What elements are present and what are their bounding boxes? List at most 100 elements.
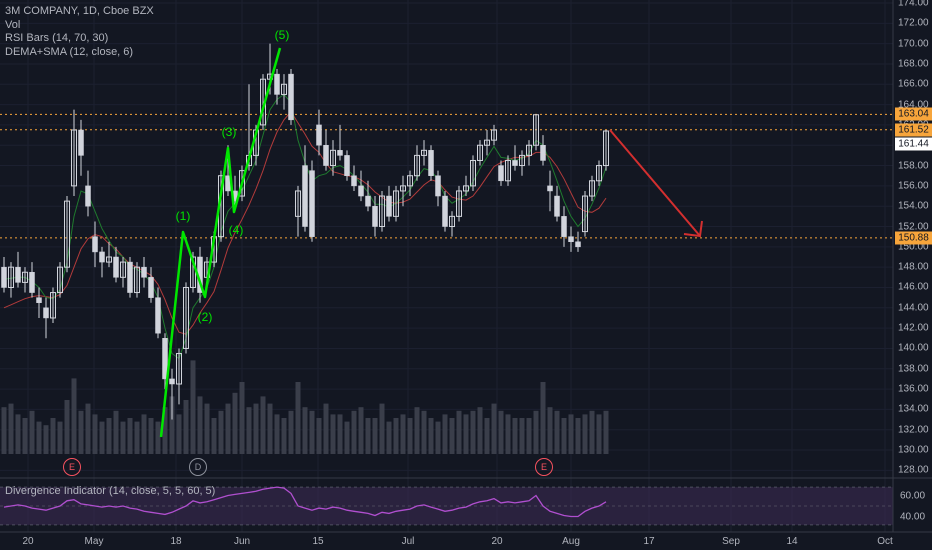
volume-bar: [344, 421, 350, 454]
candle-body: [183, 286, 189, 349]
divergence-indicator-title[interactable]: Divergence Indicator (14, close, 5, 5, 6…: [5, 485, 216, 497]
volume-bar: [15, 414, 21, 454]
volume-bar: [463, 414, 469, 454]
candle-body: [435, 175, 441, 197]
candle-body: [57, 266, 63, 294]
price-tag[interactable]: 161.52: [895, 123, 932, 137]
volume-bar: [239, 382, 245, 454]
event-marker-earnings[interactable]: E: [535, 458, 553, 476]
volume-bar: [477, 407, 483, 454]
volume-bar: [267, 403, 273, 454]
event-marker-earnings[interactable]: E: [63, 458, 81, 476]
candle-body: [582, 195, 588, 233]
price-tag[interactable]: 161.44: [895, 137, 932, 151]
dema-sma-indicator-label[interactable]: DEMA+SMA (12, close, 6): [5, 45, 134, 58]
volume-bar: [519, 418, 525, 454]
candle-body: [36, 297, 42, 303]
volume-bar: [554, 410, 560, 454]
candle-body: [463, 185, 469, 192]
time-axis-label: Aug: [562, 536, 580, 547]
candle-body: [400, 185, 406, 192]
price-axis-label: 164.00: [898, 99, 929, 111]
volume-bar: [386, 421, 392, 454]
candle-body: [484, 139, 490, 146]
volume-bar: [512, 418, 518, 454]
candle-body: [547, 185, 553, 192]
candle-body: [491, 129, 497, 141]
price-axis-label: 134.00: [898, 403, 929, 415]
volume-bar: [309, 410, 315, 454]
price-axis-label: 132.00: [898, 424, 929, 436]
candle-body: [407, 175, 413, 187]
volume-bar: [575, 418, 581, 454]
candle-body: [589, 180, 595, 197]
candle-body: [141, 266, 147, 278]
candle-body: [85, 185, 91, 207]
candle-body: [99, 251, 105, 263]
candle-body: [337, 150, 343, 156]
candle-body: [372, 205, 378, 227]
price-axis-label: 148.00: [898, 261, 929, 273]
volume-bar: [218, 410, 224, 454]
event-marker-dividend[interactable]: D: [189, 458, 207, 476]
volume-bar: [358, 407, 364, 454]
candle-body: [295, 190, 301, 217]
volume-bar: [148, 418, 154, 454]
candle-body: [519, 154, 525, 167]
candle-body: [596, 165, 602, 182]
price-axis-label: 158.00: [898, 160, 929, 172]
volume-bar: [372, 418, 378, 454]
candle-body: [442, 195, 448, 227]
candle-body: [477, 144, 483, 161]
candle-body: [330, 149, 336, 167]
candle-body: [386, 195, 392, 217]
volume-bar: [582, 414, 588, 454]
price-axis-label: 144.00: [898, 302, 929, 314]
volume-bar: [288, 410, 294, 454]
rsi-bars-indicator-label[interactable]: RSI Bars (14, 70, 30): [5, 32, 109, 44]
price-axis-label: 130.00: [898, 444, 929, 456]
candle-body: [176, 353, 182, 385]
volume-bar: [330, 414, 336, 454]
volume-bar: [253, 403, 259, 454]
price-axis-label: 136.00: [898, 383, 929, 395]
candle-body: [106, 256, 112, 263]
volume-bar: [36, 421, 42, 454]
volume-bar: [169, 396, 175, 454]
volume-bar: [470, 410, 476, 454]
candle-body: [512, 160, 518, 166]
volume-bar: [246, 407, 252, 454]
symbol-title[interactable]: 3M COMPANY, 1D, Cboe BZX: [5, 5, 154, 17]
volume-bar: [29, 410, 35, 454]
time-axis-label: Jun: [233, 536, 251, 547]
volume-bar: [351, 410, 357, 454]
price-tag[interactable]: 163.04: [895, 107, 932, 121]
volume-bar: [365, 418, 371, 454]
volume-bar: [428, 418, 434, 454]
candle-body: [561, 216, 567, 237]
candle-body: [155, 297, 161, 334]
candle-body: [344, 155, 350, 176]
price-tag[interactable]: 150.88: [895, 231, 932, 245]
volume-indicator-label[interactable]: Vol: [5, 18, 21, 31]
candle-body: [127, 261, 133, 293]
price-axis-label: 168.00: [898, 58, 929, 70]
volume-bar: [141, 414, 147, 454]
volume-bar: [260, 396, 266, 454]
oscillator-scale-label: 60.00: [900, 490, 926, 501]
candle-body: [379, 195, 385, 228]
candle-body: [71, 129, 77, 187]
candle-body: [421, 149, 427, 156]
time-axis-label: 17: [643, 536, 655, 547]
volume-bar: [99, 421, 105, 454]
candle-body: [414, 154, 420, 177]
volume-bar: [295, 382, 301, 454]
candle-body: [603, 130, 609, 167]
oscillator-line: [3, 486, 607, 518]
volume-bar: [393, 418, 399, 454]
candle-body: [365, 195, 371, 207]
candle-body: [29, 271, 35, 293]
price-axis-label: 142.00: [898, 322, 929, 334]
